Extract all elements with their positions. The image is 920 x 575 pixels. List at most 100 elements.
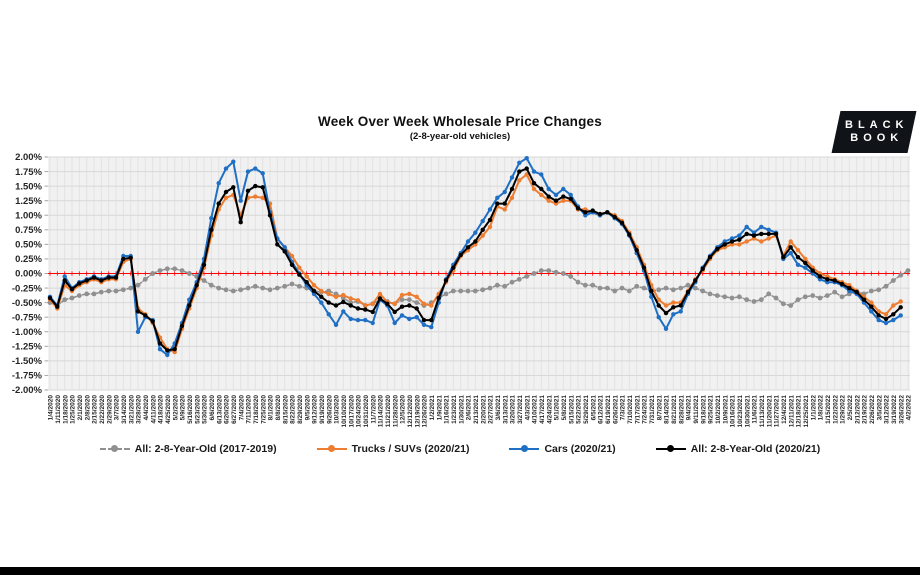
svg-text:1/1/2022: 1/1/2022 [810, 395, 817, 421]
svg-text:10/31/2020: 10/31/2020 [363, 395, 370, 428]
price-change-chart: 2.00% 1.75% 1.50% 1.25% 1.00% 0.75% 0.50% 0.25%… [8, 150, 913, 450]
svg-text:3/21/2020: 3/21/2020 [128, 395, 135, 424]
svg-text:7/18/2020: 7/18/2020 [253, 395, 260, 424]
svg-text:1/16/2021: 1/16/2021 [444, 395, 451, 424]
svg-text:12/19/2020: 12/19/2020 [414, 395, 421, 428]
svg-text:1.25%: 1.25% [15, 196, 42, 207]
svg-text:11/7/2020: 11/7/2020 [370, 395, 377, 424]
svg-text:9/5/2020: 9/5/2020 [304, 395, 311, 421]
svg-text:8/22/2020: 8/22/2020 [290, 395, 297, 424]
svg-text:8/7/2021: 8/7/2021 [656, 395, 663, 421]
svg-text:-1.25%: -1.25% [12, 342, 43, 353]
svg-text:11/28/2020: 11/28/2020 [392, 395, 399, 428]
svg-text:1.00%: 1.00% [15, 210, 42, 221]
svg-text:11/6/2021: 11/6/2021 [752, 395, 759, 424]
svg-text:1/29/2022: 1/29/2022 [840, 395, 847, 424]
svg-text:12/5/2020: 12/5/2020 [400, 395, 407, 424]
svg-text:12/25/2021: 12/25/2021 [803, 395, 810, 428]
svg-text:2/6/2021: 2/6/2021 [466, 395, 473, 421]
svg-text:-0.50%: -0.50% [12, 298, 43, 309]
y-axis-ticks [44, 156, 48, 391]
svg-text:4/3/2021: 4/3/2021 [524, 395, 531, 421]
svg-text:11/13/2021: 11/13/2021 [759, 395, 766, 428]
svg-text:3/12/2022: 3/12/2022 [884, 395, 891, 424]
svg-text:8/28/2021: 8/28/2021 [678, 395, 685, 424]
logo-line-1: BLACK [844, 119, 909, 131]
price-change-chart-svg: 2.00% 1.75% 1.50% 1.25% 1.00% 0.75% 0.50% 0.25%… [12, 152, 913, 428]
svg-text:7/11/2020: 7/11/2020 [246, 395, 253, 424]
svg-text:2/1/2020: 2/1/2020 [77, 395, 84, 421]
legend-marker-orange-icon [316, 445, 347, 454]
svg-text:9/25/2021: 9/25/2021 [708, 395, 715, 424]
svg-text:7/10/2021: 7/10/2021 [627, 395, 634, 424]
svg-text:12/18/2021: 12/18/2021 [796, 395, 803, 428]
svg-text:9/19/2020: 9/19/2020 [319, 395, 326, 424]
svg-text:5/16/2020: 5/16/2020 [187, 395, 194, 424]
svg-text:10/24/2020: 10/24/2020 [356, 395, 363, 428]
svg-text:1/18/2020: 1/18/2020 [62, 395, 69, 424]
svg-text:6/12/2021: 6/12/2021 [598, 395, 605, 424]
svg-text:-2.00%: -2.00% [12, 385, 43, 396]
svg-text:10/17/2020: 10/17/2020 [348, 395, 355, 428]
svg-text:3/6/2021: 3/6/2021 [495, 395, 502, 421]
svg-text:4/2/2022: 4/2/2022 [906, 395, 913, 421]
svg-text:10/2/2021: 10/2/2021 [715, 395, 722, 424]
svg-text:-1.75%: -1.75% [12, 371, 43, 382]
svg-text:2.00%: 2.00% [15, 152, 42, 163]
svg-text:5/30/2020: 5/30/2020 [202, 395, 209, 424]
svg-text:11/27/2021: 11/27/2021 [774, 395, 781, 428]
svg-text:2/20/2021: 2/20/2021 [480, 395, 487, 424]
legend-marker-blue-icon [509, 445, 540, 454]
y-axis-labels: 2.00% 1.75% 1.50% 1.25% 1.00% 0.75% 0.50% 0.25%… [12, 152, 43, 396]
svg-text:2/12/2022: 2/12/2022 [854, 395, 861, 424]
bottom-black-bar [0, 567, 920, 575]
blackbook-logo-text: BLACK BOOK [840, 119, 909, 145]
legend-item-cars: Cars (2020/21) [509, 443, 616, 455]
svg-text:7/25/2020: 7/25/2020 [260, 395, 267, 424]
svg-text:6/13/2020: 6/13/2020 [216, 395, 223, 424]
legend-item-trucks-suvs: Trucks / SUVs (2020/21) [316, 443, 470, 455]
svg-text:9/11/2021: 9/11/2021 [693, 395, 700, 424]
svg-text:-1.50%: -1.50% [12, 356, 43, 367]
svg-text:-0.25%: -0.25% [12, 283, 43, 294]
svg-text:3/13/2021: 3/13/2021 [502, 395, 509, 424]
svg-text:12/12/2020: 12/12/2020 [407, 395, 414, 428]
svg-text:10/10/2020: 10/10/2020 [341, 395, 348, 428]
svg-text:11/20/2021: 11/20/2021 [766, 395, 773, 428]
legend-marker-black-icon [655, 445, 686, 454]
svg-text:3/7/2020: 3/7/2020 [114, 395, 121, 421]
legend-item-all-2020-21: All: 2-8-Year-Old (2020/21) [655, 443, 820, 455]
svg-text:7/24/2021: 7/24/2021 [642, 395, 649, 424]
svg-text:1/8/2022: 1/8/2022 [818, 395, 825, 421]
svg-text:1/4/2020: 1/4/2020 [48, 395, 55, 421]
svg-text:4/18/2020: 4/18/2020 [158, 395, 165, 424]
svg-text:5/22/2021: 5/22/2021 [576, 395, 583, 424]
svg-text:2/27/2021: 2/27/2021 [488, 395, 495, 424]
svg-text:0.75%: 0.75% [15, 225, 42, 236]
svg-text:6/6/2020: 6/6/2020 [209, 395, 216, 421]
svg-text:2/19/2022: 2/19/2022 [862, 395, 869, 424]
svg-text:12/26/2020: 12/26/2020 [422, 395, 429, 428]
blackbook-logo: BLACK BOOK [831, 111, 917, 153]
svg-text:1/23/2021: 1/23/2021 [451, 395, 458, 424]
svg-text:10/3/2020: 10/3/2020 [334, 395, 341, 424]
legend-label: Trucks / SUVs (2020/21) [351, 443, 470, 455]
svg-text:3/20/2021: 3/20/2021 [510, 395, 517, 424]
series-all-2-8-year-old-2020-21 [47, 166, 903, 353]
svg-text:4/11/2020: 4/11/2020 [150, 395, 157, 424]
legend-item-all-2017-2019: All: 2-8-Year-Old (2017-2019) [99, 443, 277, 455]
svg-text:1/22/2022: 1/22/2022 [832, 395, 839, 424]
svg-text:6/20/2020: 6/20/2020 [224, 395, 231, 424]
svg-text:2/26/2022: 2/26/2022 [869, 395, 876, 424]
svg-text:-0.75%: -0.75% [12, 312, 43, 323]
svg-text:2/5/2022: 2/5/2022 [847, 395, 854, 421]
svg-text:2/13/2021: 2/13/2021 [473, 395, 480, 424]
legend-label: Cars (2020/21) [544, 443, 616, 455]
svg-text:11/21/2020: 11/21/2020 [385, 395, 392, 428]
svg-text:4/10/2021: 4/10/2021 [532, 395, 539, 424]
x-axis-labels: 1/4/2020 1/11/2020 1/18/2020 1/25/2020 2/1/2… [48, 395, 913, 428]
svg-text:9/26/2020: 9/26/2020 [326, 395, 333, 424]
svg-text:6/5/2021: 6/5/2021 [590, 395, 597, 421]
svg-text:3/14/2020: 3/14/2020 [121, 395, 128, 424]
